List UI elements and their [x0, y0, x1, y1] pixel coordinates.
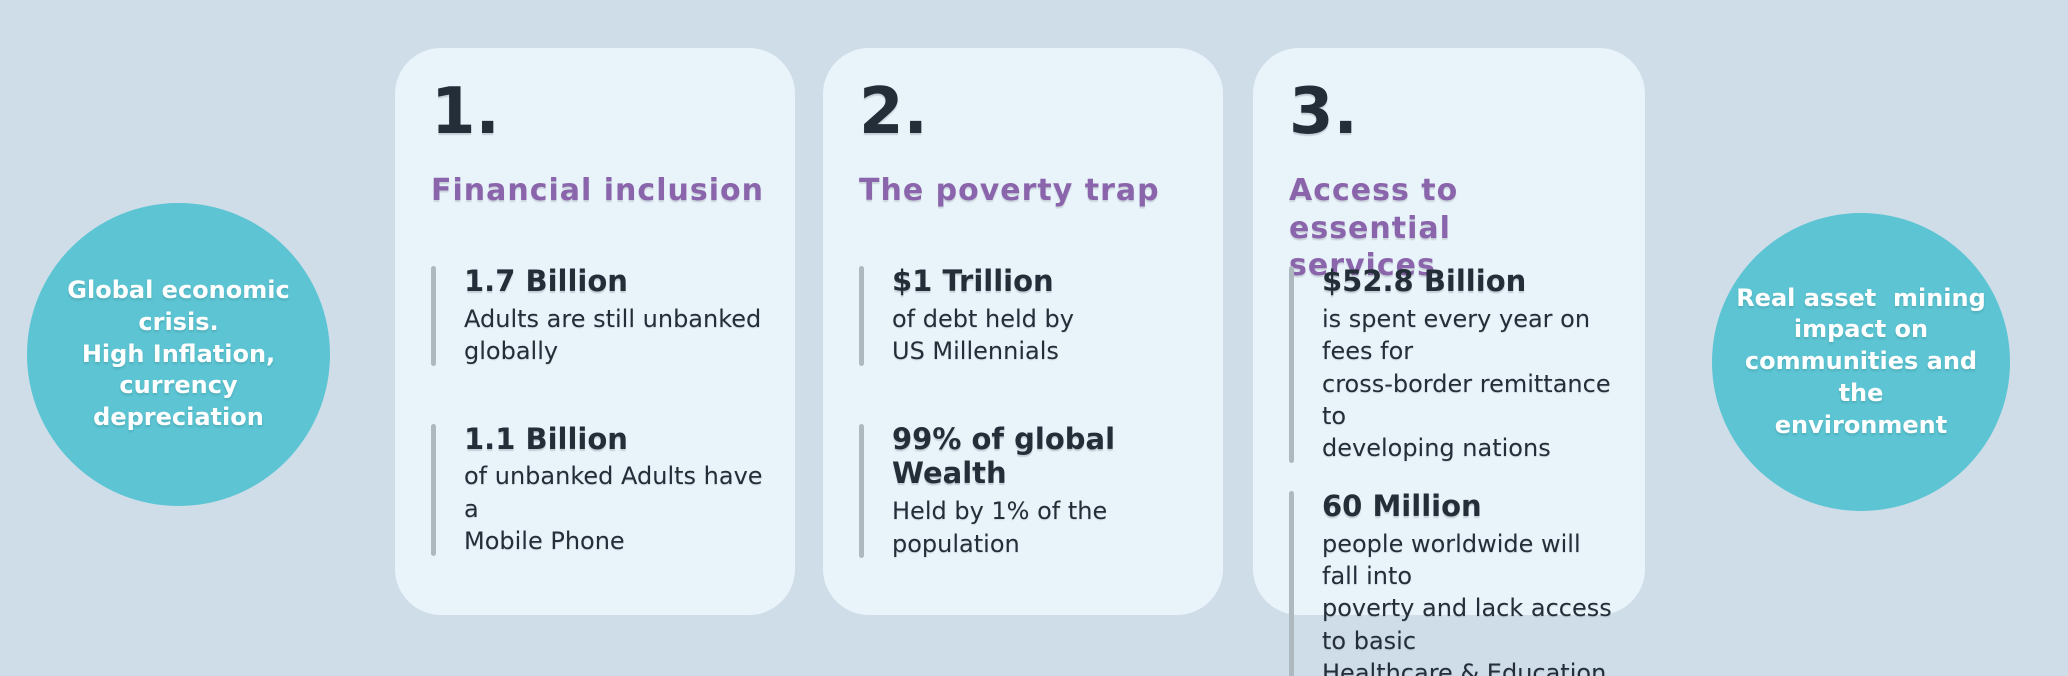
stat-unbanked-adults: 1.7 Billion Adults are still unbanked gl…	[431, 264, 765, 368]
stat-description: people worldwide will fall into poverty …	[1322, 529, 1612, 676]
stat-content: $52.8 Billion is spent every year on fee…	[1294, 264, 1615, 465]
stat-accent-bar	[859, 266, 864, 366]
stat-value: $1 Trillion	[892, 264, 1054, 298]
stat-content: $1 Trillion of debt held by US Millennia…	[864, 264, 1074, 368]
right-highlight-circle: Real asset mining impact on communities …	[1712, 213, 2010, 511]
stat-value: 1.7 Billion	[464, 264, 628, 298]
card-number: 3.	[1289, 75, 1358, 149]
right-circle-text: Real asset mining impact on communities …	[1736, 283, 1986, 439]
stat-description: Adults are still unbanked globally	[464, 304, 762, 366]
stat-mobile-phone: 1.1 Billion of unbanked Adults have a Mo…	[431, 422, 765, 558]
left-circle-text: Global economic crisis. High Inflation, …	[67, 276, 290, 431]
stat-accent-bar	[431, 423, 436, 556]
stat-value: 60 Million	[1322, 488, 1482, 523]
stat-content: 60 Million people worldwide will fall in…	[1294, 489, 1615, 676]
card-number: 1.	[431, 75, 500, 149]
stat-accent-bar	[1289, 266, 1294, 463]
left-highlight-circle: Global economic crisis. High Inflation, …	[27, 203, 330, 506]
stat-value: 99% of global Wealth	[892, 421, 1116, 491]
card-poverty-trap: 2. The poverty trap $1 Trillion of debt …	[823, 48, 1223, 615]
card-number: 2.	[859, 75, 928, 149]
card-access-to-services: 3. Access to essential services $52.8 Bi…	[1253, 48, 1645, 676]
stat-content: 1.1 Billion of unbanked Adults have a Mo…	[436, 422, 765, 558]
stat-accent-bar	[859, 423, 864, 558]
card-title: Access to essential services	[1289, 173, 1459, 283]
stat-millennial-debt: $1 Trillion of debt held by US Millennia…	[859, 264, 1193, 368]
stat-accent-bar	[431, 266, 436, 366]
stat-value: 1.1 Billion	[464, 421, 628, 456]
stat-accent-bar	[1289, 490, 1294, 676]
stat-description: of unbanked Adults have a Mobile Phone	[464, 462, 763, 556]
card-financial-inclusion: 1. Financial inclusion 1.7 Billion Adult…	[395, 48, 795, 615]
stat-wealth-concentration: 99% of global Wealth Held by 1% of the p…	[859, 422, 1193, 560]
stat-content: 99% of global Wealth Held by 1% of the p…	[864, 422, 1193, 560]
stat-description: is spent every year on fees for cross-bo…	[1322, 304, 1611, 463]
stat-poverty-2020: 60 Million people worldwide will fall in…	[1289, 489, 1615, 676]
card-title: The poverty trap	[859, 173, 1160, 208]
stat-remittance-fees: $52.8 Billion is spent every year on fee…	[1289, 264, 1615, 465]
stat-value: $52.8 Billion	[1322, 264, 1527, 298]
card-title: Financial inclusion	[431, 173, 764, 208]
stat-description: of debt held by US Millennials	[892, 304, 1074, 366]
stat-content: 1.7 Billion Adults are still unbanked gl…	[436, 264, 761, 368]
stat-description: Held by 1% of the population	[892, 497, 1108, 558]
